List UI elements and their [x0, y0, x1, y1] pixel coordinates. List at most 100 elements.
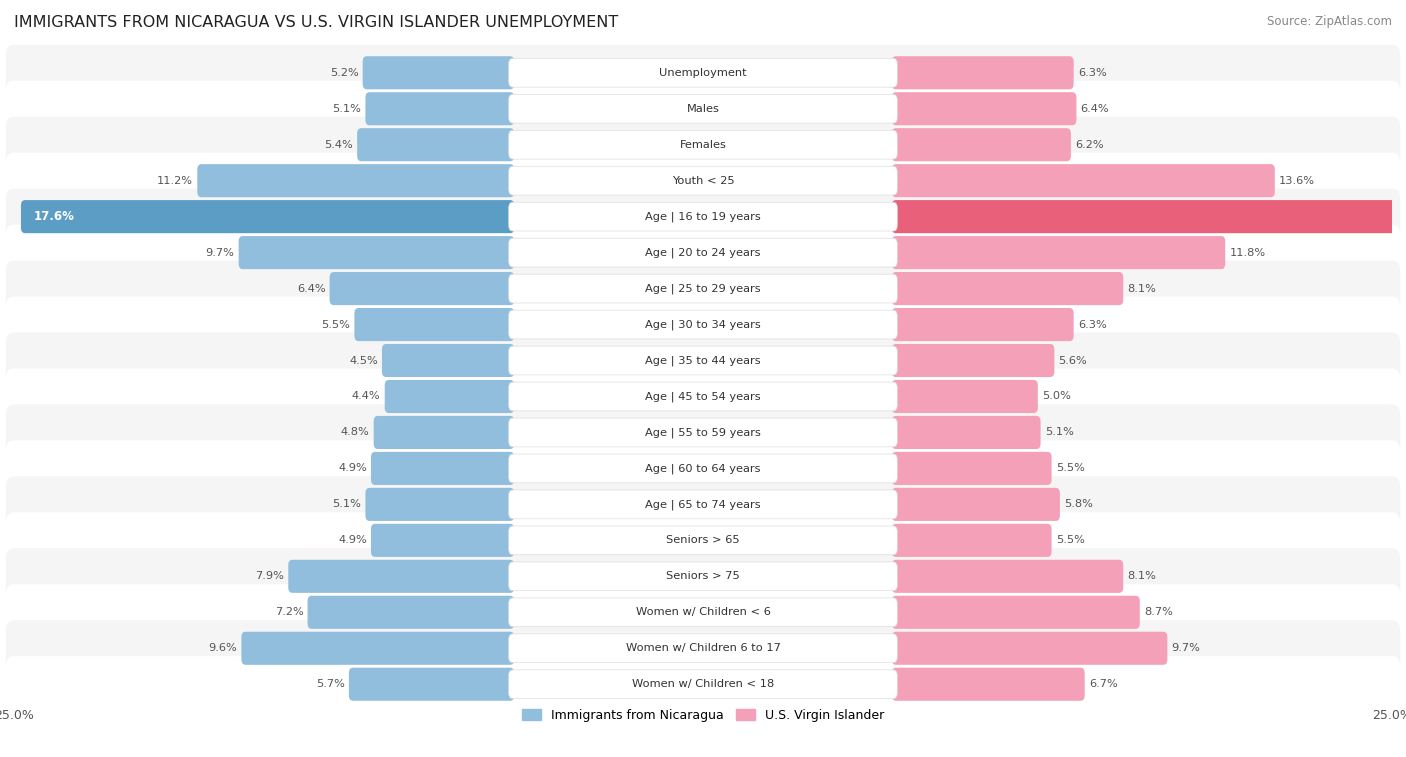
- Text: 7.9%: 7.9%: [256, 572, 284, 581]
- FancyBboxPatch shape: [6, 512, 1400, 569]
- FancyBboxPatch shape: [509, 346, 897, 375]
- Text: Women w/ Children < 6: Women w/ Children < 6: [636, 607, 770, 617]
- Text: Females: Females: [679, 140, 727, 150]
- FancyBboxPatch shape: [6, 45, 1400, 101]
- Text: Women w/ Children < 18: Women w/ Children < 18: [631, 679, 775, 689]
- FancyBboxPatch shape: [354, 308, 515, 341]
- Text: Seniors > 75: Seniors > 75: [666, 572, 740, 581]
- Text: Age | 55 to 59 years: Age | 55 to 59 years: [645, 427, 761, 438]
- Text: 9.7%: 9.7%: [205, 248, 235, 257]
- FancyBboxPatch shape: [891, 380, 1038, 413]
- FancyBboxPatch shape: [6, 153, 1400, 209]
- FancyBboxPatch shape: [891, 164, 1275, 198]
- Text: Women w/ Children 6 to 17: Women w/ Children 6 to 17: [626, 643, 780, 653]
- Text: 8.1%: 8.1%: [1128, 284, 1156, 294]
- FancyBboxPatch shape: [509, 202, 897, 231]
- Text: 5.8%: 5.8%: [1064, 500, 1092, 509]
- FancyBboxPatch shape: [6, 369, 1400, 425]
- FancyBboxPatch shape: [371, 452, 515, 485]
- FancyBboxPatch shape: [385, 380, 515, 413]
- Text: 5.5%: 5.5%: [1056, 463, 1084, 473]
- FancyBboxPatch shape: [6, 260, 1400, 316]
- FancyBboxPatch shape: [509, 598, 897, 627]
- FancyBboxPatch shape: [6, 188, 1400, 245]
- FancyBboxPatch shape: [509, 238, 897, 267]
- FancyBboxPatch shape: [366, 92, 515, 126]
- Text: 9.6%: 9.6%: [208, 643, 238, 653]
- Text: Youth < 25: Youth < 25: [672, 176, 734, 185]
- Text: 17.6%: 17.6%: [34, 210, 75, 223]
- FancyBboxPatch shape: [509, 562, 897, 590]
- Text: Age | 16 to 19 years: Age | 16 to 19 years: [645, 211, 761, 222]
- FancyBboxPatch shape: [891, 128, 1071, 161]
- FancyBboxPatch shape: [891, 452, 1052, 485]
- FancyBboxPatch shape: [891, 344, 1054, 377]
- FancyBboxPatch shape: [6, 81, 1400, 137]
- FancyBboxPatch shape: [509, 95, 897, 123]
- FancyBboxPatch shape: [6, 656, 1400, 712]
- FancyBboxPatch shape: [329, 272, 515, 305]
- Text: Age | 60 to 64 years: Age | 60 to 64 years: [645, 463, 761, 474]
- FancyBboxPatch shape: [308, 596, 515, 629]
- Text: 7.2%: 7.2%: [274, 607, 304, 617]
- FancyBboxPatch shape: [891, 416, 1040, 449]
- FancyBboxPatch shape: [509, 310, 897, 339]
- Text: 8.1%: 8.1%: [1128, 572, 1156, 581]
- Text: Source: ZipAtlas.com: Source: ZipAtlas.com: [1267, 15, 1392, 28]
- FancyBboxPatch shape: [891, 524, 1052, 557]
- Text: Age | 25 to 29 years: Age | 25 to 29 years: [645, 283, 761, 294]
- FancyBboxPatch shape: [509, 490, 897, 519]
- Text: 9.7%: 9.7%: [1171, 643, 1201, 653]
- Text: 4.9%: 4.9%: [337, 463, 367, 473]
- FancyBboxPatch shape: [509, 58, 897, 87]
- FancyBboxPatch shape: [891, 668, 1084, 701]
- Text: 6.4%: 6.4%: [1081, 104, 1109, 114]
- Text: Age | 30 to 34 years: Age | 30 to 34 years: [645, 319, 761, 330]
- FancyBboxPatch shape: [366, 488, 515, 521]
- Text: 5.0%: 5.0%: [1042, 391, 1071, 401]
- FancyBboxPatch shape: [382, 344, 515, 377]
- Text: IMMIGRANTS FROM NICARAGUA VS U.S. VIRGIN ISLANDER UNEMPLOYMENT: IMMIGRANTS FROM NICARAGUA VS U.S. VIRGIN…: [14, 15, 619, 30]
- Legend: Immigrants from Nicaragua, U.S. Virgin Islander: Immigrants from Nicaragua, U.S. Virgin I…: [517, 704, 889, 727]
- Text: 4.5%: 4.5%: [349, 356, 378, 366]
- FancyBboxPatch shape: [509, 454, 897, 483]
- FancyBboxPatch shape: [349, 668, 515, 701]
- FancyBboxPatch shape: [509, 418, 897, 447]
- FancyBboxPatch shape: [6, 476, 1400, 532]
- FancyBboxPatch shape: [6, 548, 1400, 604]
- FancyBboxPatch shape: [891, 559, 1123, 593]
- FancyBboxPatch shape: [6, 117, 1400, 173]
- FancyBboxPatch shape: [374, 416, 515, 449]
- FancyBboxPatch shape: [509, 167, 897, 195]
- FancyBboxPatch shape: [21, 200, 515, 233]
- FancyBboxPatch shape: [891, 631, 1167, 665]
- FancyBboxPatch shape: [357, 128, 515, 161]
- FancyBboxPatch shape: [891, 56, 1074, 89]
- Text: Age | 45 to 54 years: Age | 45 to 54 years: [645, 391, 761, 402]
- FancyBboxPatch shape: [6, 620, 1400, 676]
- Text: 4.4%: 4.4%: [352, 391, 381, 401]
- FancyBboxPatch shape: [371, 524, 515, 557]
- FancyBboxPatch shape: [891, 272, 1123, 305]
- Text: Seniors > 65: Seniors > 65: [666, 535, 740, 545]
- FancyBboxPatch shape: [242, 631, 515, 665]
- Text: 6.3%: 6.3%: [1078, 68, 1107, 78]
- Text: 6.7%: 6.7%: [1088, 679, 1118, 689]
- FancyBboxPatch shape: [891, 200, 1406, 233]
- FancyBboxPatch shape: [509, 670, 897, 699]
- Text: 5.6%: 5.6%: [1059, 356, 1087, 366]
- Text: Age | 65 to 74 years: Age | 65 to 74 years: [645, 499, 761, 509]
- FancyBboxPatch shape: [891, 236, 1225, 269]
- FancyBboxPatch shape: [197, 164, 515, 198]
- Text: 6.4%: 6.4%: [297, 284, 325, 294]
- FancyBboxPatch shape: [509, 634, 897, 662]
- FancyBboxPatch shape: [6, 297, 1400, 353]
- Text: 4.9%: 4.9%: [337, 535, 367, 545]
- Text: 5.1%: 5.1%: [1045, 428, 1074, 438]
- Text: 5.7%: 5.7%: [316, 679, 344, 689]
- Text: 13.6%: 13.6%: [1279, 176, 1315, 185]
- FancyBboxPatch shape: [509, 274, 897, 303]
- Text: Unemployment: Unemployment: [659, 68, 747, 78]
- Text: 5.2%: 5.2%: [330, 68, 359, 78]
- FancyBboxPatch shape: [891, 92, 1077, 126]
